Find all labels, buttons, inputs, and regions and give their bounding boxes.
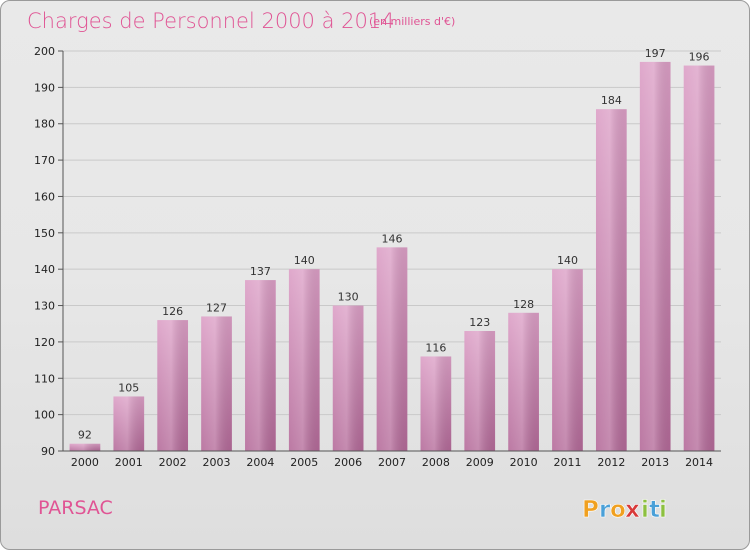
x-tick-label: 2002 [159,456,187,469]
bar-shine [464,331,496,451]
bar-shine [157,320,189,451]
logo-letter: r [599,497,611,523]
bar-shine [508,312,539,451]
data-label: 140 [557,254,578,267]
logo-letter: P [582,497,599,523]
y-tick-label: 170 [34,154,55,167]
bar-shine [552,269,583,451]
x-tick-label: 2009 [466,456,494,469]
y-tick-label: 180 [34,118,55,131]
logo-letter: o [610,497,626,523]
y-axis-ticks: 90 100 110 120 130 140 150 160 170 180 190 200 [34,45,64,458]
y-tick-label: 100 [34,409,55,422]
bar-shine [376,247,408,451]
data-label: 196 [689,51,710,64]
x-tick-label: 2011 [553,456,581,469]
x-tick-label: 2000 [71,456,99,469]
bar-shine [332,305,364,451]
x-tick-label: 2004 [246,456,274,469]
x-tick-label: 2012 [597,456,625,469]
data-label: 130 [338,291,359,304]
chart-title: Charges de Personnel 2000 à 2014 [27,9,395,33]
x-tick-label: 2013 [641,456,669,469]
x-tick-label: 2006 [334,456,362,469]
y-tick-label: 110 [34,372,55,385]
y-tick-label: 120 [34,336,55,349]
x-tick-label: 2001 [115,456,143,469]
bar-shine [201,316,232,451]
data-labels: 92 105 126 127 137 140 130 146 116 123 128 140 184 19… [78,47,710,442]
data-label: 123 [469,316,490,329]
y-tick-label: 150 [34,227,55,240]
logo-letter: t [649,497,660,523]
x-tick-label: 2014 [685,456,713,469]
x-tick-label: 2008 [422,456,450,469]
x-tick-label: 2005 [290,456,318,469]
bar-shine [683,65,715,451]
y-tick-label: 140 [34,263,55,276]
data-label: 105 [118,381,139,394]
x-tick-label: 2010 [510,456,538,469]
data-label: 126 [162,305,183,318]
data-label: 197 [645,47,666,60]
bar-shine [420,356,452,451]
data-label: 127 [206,301,227,314]
x-axis-ticks: 2000 2001 2002 2003 2004 2005 2006 2007 2008 2009… [63,450,721,469]
bar-shine [69,443,101,451]
y-tick-label: 130 [34,300,55,313]
data-label: 92 [78,429,92,442]
y-tick-label: 190 [34,81,55,94]
data-label: 116 [425,341,446,354]
chart-unit-note: (en milliers d'€) [369,15,455,28]
bar-shine [113,396,145,451]
logo-letter: x [625,497,640,523]
logo-letter: i [641,497,649,523]
commune-name: PARSAC [38,497,113,519]
bar-shine [245,280,276,451]
y-tick-label: 90 [41,445,55,458]
data-label: 146 [382,232,403,245]
y-tick-label: 200 [34,45,55,58]
y-tick-label: 160 [34,190,55,203]
bar-shine [288,269,320,451]
data-label: 184 [601,94,622,107]
data-label: 137 [250,265,271,278]
x-tick-label: 2003 [203,456,231,469]
bar-shine [595,109,627,451]
bars [69,61,715,452]
x-tick-label: 2007 [378,456,406,469]
data-label: 128 [513,298,534,311]
logo-letter: i [659,497,667,523]
data-label: 140 [294,254,315,267]
bar-shine [639,61,671,452]
